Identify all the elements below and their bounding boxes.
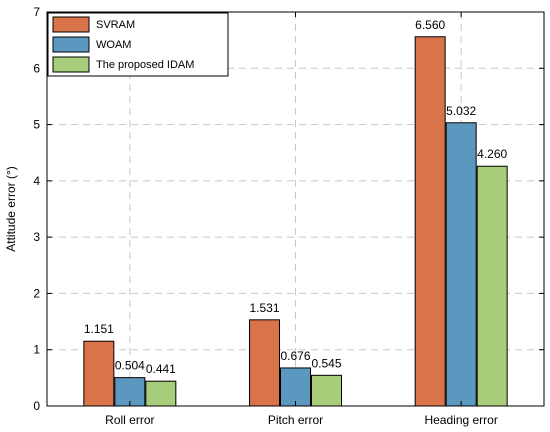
- bar: [445, 122, 477, 407]
- x-tick-label: Heading error: [424, 413, 497, 427]
- legend-swatch: [52, 16, 90, 33]
- bar: [414, 36, 446, 407]
- legend-swatch: [52, 56, 90, 73]
- legend-swatch: [52, 36, 90, 53]
- bar: [311, 374, 342, 407]
- legend-label: SVRAM: [96, 19, 135, 31]
- data-label: 0.441: [146, 362, 176, 376]
- bar: [476, 165, 508, 407]
- y-tick-label: 7: [33, 5, 40, 19]
- y-tick-label: 2: [33, 286, 40, 300]
- data-label: 5.032: [446, 104, 476, 118]
- x-tick-label: Pitch error: [268, 413, 323, 427]
- data-label: 1.151: [84, 322, 114, 336]
- x-tick-label: Roll error: [105, 413, 154, 427]
- y-tick-label: 4: [33, 174, 40, 188]
- y-axis-title: Attitude error (°): [4, 166, 18, 252]
- y-tick-label: 1: [33, 343, 40, 357]
- y-tick-label: 3: [33, 230, 40, 244]
- data-label: 0.504: [115, 359, 145, 373]
- bar: [249, 319, 280, 407]
- y-tick-label: 6: [33, 61, 40, 75]
- data-label: 6.560: [415, 18, 445, 32]
- bar: [280, 367, 311, 407]
- data-label: 0.545: [311, 356, 341, 370]
- x-axis-ticks: Roll error Pitch error Heading error: [105, 12, 498, 427]
- data-label: 1.531: [249, 301, 279, 315]
- y-tick-label: 0: [33, 399, 40, 413]
- bar: [83, 340, 115, 407]
- y-tick-label: 5: [33, 118, 40, 132]
- data-label: 0.676: [280, 349, 310, 363]
- legend-label: The proposed IDAM: [96, 59, 194, 71]
- bar: [145, 380, 177, 407]
- data-label: 4.260: [477, 147, 507, 161]
- legend-label: WOAM: [96, 39, 131, 51]
- legend: SVRAM WOAM The proposed IDAM: [47, 12, 229, 77]
